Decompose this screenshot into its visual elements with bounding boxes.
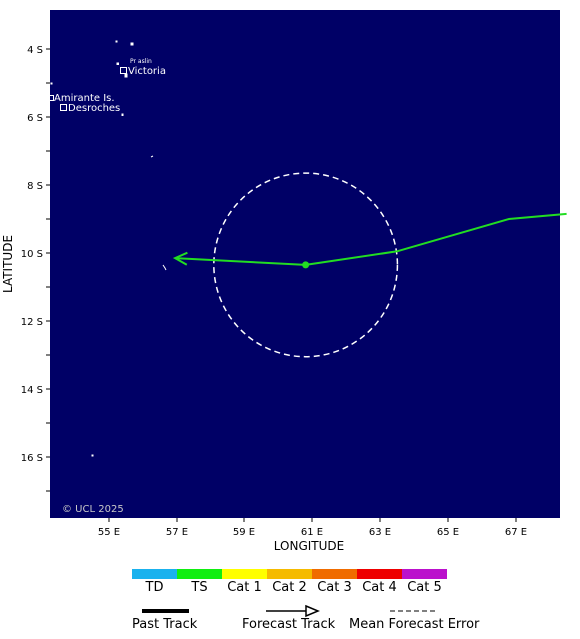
forecast-arrow-sample — [305, 604, 320, 618]
place-label: Pr aslin — [130, 58, 152, 65]
place-victoria: Victoria — [120, 66, 166, 77]
legend-category-label: Cat 5 — [407, 580, 442, 595]
legend-swatch — [312, 569, 357, 579]
current-position-marker — [302, 261, 310, 269]
y-tick-label: 8 S — [27, 181, 43, 192]
legend-category-label: Cat 2 — [272, 580, 307, 595]
intensity-legend: TD TS Cat 1 Cat 2 Cat 3 Cat 4 Cat 5 — [132, 569, 447, 595]
y-axis: 4 S 6 S 8 S 10 S 12 S 14 S 16 S — [21, 45, 50, 492]
legend-category-label: Cat 3 — [317, 580, 352, 595]
x-tick-label: 67 E — [505, 527, 527, 538]
forecast-arrow-head — [172, 251, 188, 266]
legend-category-label: TD — [145, 580, 164, 595]
legend-swatch — [222, 569, 267, 579]
y-tick-label: 12 S — [21, 317, 43, 328]
y-tick-label: 14 S — [21, 385, 43, 396]
x-axis-title: LONGITUDE — [274, 539, 344, 553]
y-tick-label: 4 S — [27, 45, 43, 56]
legend-category-label: TS — [190, 580, 207, 595]
y-tick-label: 6 S — [27, 113, 43, 124]
legend-category-label: Cat 1 — [227, 580, 262, 595]
x-tick-label: 61 E — [301, 527, 323, 538]
x-tick-label: 57 E — [166, 527, 188, 538]
forecast-track-label: Forecast Track — [242, 617, 336, 632]
past-track-label: Past Track — [132, 617, 198, 632]
place-label: Desroches — [68, 103, 120, 114]
legend-swatch — [177, 569, 222, 579]
y-tick-label: 16 S — [21, 453, 43, 464]
x-tick-label: 55 E — [98, 527, 120, 538]
place-label: Amirante Is. — [54, 93, 115, 104]
place-amirante: Amirante Is. — [48, 93, 115, 104]
legend-swatch — [132, 569, 177, 579]
place-label: Victoria — [128, 66, 166, 77]
x-tick-label: 63 E — [369, 527, 391, 538]
y-axis-title: LATITUDE — [1, 235, 15, 293]
legend-swatch — [267, 569, 312, 579]
forecast-track-line — [175, 257, 306, 266]
legend-category-label: Cat 4 — [362, 580, 397, 595]
mean-error-label: Mean Forecast Error — [349, 617, 480, 632]
copyright-text: © UCL 2025 — [62, 504, 124, 515]
mean-forecast-error-circle — [213, 172, 399, 358]
place-praslin: Pr aslin — [130, 58, 152, 65]
x-axis: 55 E 57 E 59 E 61 E 63 E 65 E 67 E — [98, 518, 527, 538]
x-tick-label: 59 E — [233, 527, 255, 538]
place-desroches: Desroches — [60, 103, 120, 114]
y-tick-label: 10 S — [21, 249, 43, 260]
past-track-line — [305, 212, 567, 266]
legend-swatch — [357, 569, 402, 579]
track-legend: Past Track Forecast Track Mean Forecast … — [132, 604, 480, 632]
legend-swatch — [402, 569, 447, 579]
x-tick-label: 65 E — [437, 527, 459, 538]
